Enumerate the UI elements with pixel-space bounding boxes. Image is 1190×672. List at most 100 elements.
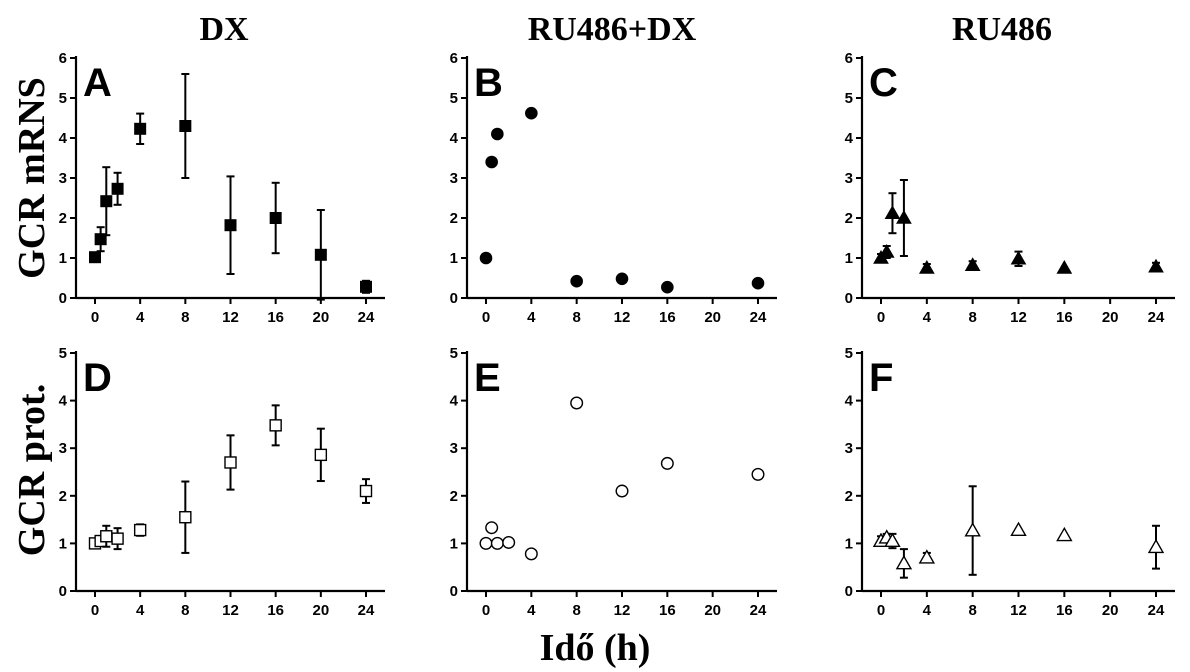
panel-e-x-tick-label: 8	[572, 602, 580, 619]
panel-f-data-point	[964, 522, 981, 537]
panel-c-data-point	[1148, 258, 1164, 273]
panel-b-y-tick-label: 0	[450, 290, 458, 307]
panel-a-x-tick-label: 12	[222, 309, 239, 326]
row-label-mrna: GCR mRNS	[11, 77, 53, 279]
panel-b-data-point	[615, 272, 629, 286]
panel-b-x-tick-label: 20	[704, 309, 721, 326]
panel-f-y-tick-label: 3	[845, 440, 853, 457]
panel-c-data-point	[964, 257, 981, 271]
panel-c-data-point	[1056, 259, 1073, 274]
panel-e-data-point	[570, 396, 584, 410]
panel-c-letter: C	[869, 61, 898, 105]
panel-c-y-tick-label: 4	[845, 130, 854, 147]
panel-d-data-point	[224, 456, 237, 469]
panel-d-x-tick-label: 24	[358, 602, 375, 619]
panel-f-y-tick-label: 2	[845, 488, 853, 505]
panel-b-x-tick-label: 24	[750, 309, 767, 326]
panel-e-x-tick-label: 24	[750, 602, 767, 619]
panel-d-x-tick-label: 20	[312, 602, 329, 619]
panel-f-letter: F	[869, 356, 893, 400]
panel-e-x-tick-label: 4	[527, 602, 536, 619]
panel-c-x-tick-label: 0	[877, 309, 885, 326]
column-title-ru486-dx: RU486+DX	[528, 11, 697, 48]
column-title-dx: DX	[199, 11, 249, 48]
x-axis-title: Idő (h)	[540, 627, 651, 669]
panel-b-y-tick-label: 3	[450, 170, 458, 187]
panel-b-y-tick-label: 2	[450, 210, 458, 227]
panel-c-data-point	[884, 205, 901, 219]
panel-a-y-tick-label: 5	[59, 90, 67, 107]
panel-e-x-tick-label: 0	[482, 602, 490, 619]
panel-f-x-tick-label: 12	[1010, 602, 1027, 619]
panel-b-data-point	[491, 127, 504, 141]
panel-a-y-tick-label: 3	[59, 170, 67, 187]
panel-b-data-point	[661, 280, 674, 294]
panel-b-data-point	[485, 155, 498, 169]
panel-e-data-point	[615, 484, 629, 498]
panel-e-data-point	[485, 521, 499, 535]
panel-e-y-tick-label: 1	[450, 535, 458, 552]
panel-e-data-point	[502, 535, 516, 549]
panel-f-x-tick-label: 20	[1102, 602, 1119, 619]
panel-b-data-point	[525, 106, 538, 120]
panel-d-y-tick-label: 4	[59, 393, 68, 410]
panel-d-data-point	[100, 530, 113, 543]
panel-d-y-tick-label: 3	[59, 440, 67, 457]
panel-a-data-point	[100, 195, 113, 208]
panel-e-data-point	[660, 456, 674, 470]
panel-a-x-tick-label: 16	[267, 309, 284, 326]
panel-d-letter: D	[83, 356, 112, 400]
panel-a-y-tick-label: 4	[59, 130, 68, 147]
panel-c-x-tick-label: 4	[923, 309, 932, 326]
panel-e-x-tick-label: 16	[659, 602, 676, 619]
panel-f-y-tick-label: 5	[845, 345, 853, 362]
panel-c-y-tick-label: 5	[845, 90, 853, 107]
panel-a-x-tick-label: 8	[181, 309, 189, 326]
panel-d-x-tick-label: 16	[267, 602, 284, 619]
panel-a-x-tick-label: 20	[312, 309, 329, 326]
panel-f-x-tick-label: 4	[923, 602, 932, 619]
panel-b-x-tick-label: 8	[572, 309, 580, 326]
panel-a-data-point	[94, 233, 107, 246]
panel-c-y-tick-label: 2	[845, 210, 853, 227]
panel-b-data-point	[751, 276, 765, 290]
panel-a-y-tick-label: 1	[59, 250, 67, 267]
panel-d-data-point	[133, 523, 147, 537]
panel-f-x-tick-label: 24	[1148, 602, 1165, 619]
panel-b-y-tick-label: 4	[450, 130, 459, 147]
panel-e-data-point	[479, 536, 493, 550]
panel-d-x-tick-label: 8	[181, 602, 189, 619]
panel-a-letter: A	[83, 61, 112, 105]
panel-a-data-point	[269, 212, 282, 224]
panel-c-data-point	[1010, 250, 1027, 265]
panel-f-x-tick-label: 8	[968, 602, 976, 619]
panel-b-x-tick-label: 16	[659, 309, 676, 326]
panel-e-letter: E	[474, 356, 501, 400]
panel-c-data-point	[878, 243, 895, 258]
panel-e-y-tick-label: 4	[450, 393, 459, 410]
panel-a-x-tick-label: 0	[91, 309, 99, 326]
panel-b-x-tick-label: 0	[482, 309, 490, 326]
panel-c-data-point	[918, 259, 935, 274]
panel-f-y-tick-label: 0	[845, 583, 853, 600]
panel-a-data-point	[111, 182, 124, 195]
panel-b-y-tick-label: 1	[450, 250, 458, 267]
panel-e-data-point	[751, 467, 765, 481]
panel-b-y-tick-label: 5	[450, 90, 458, 107]
panel-c-y-tick-label: 0	[845, 290, 853, 307]
panel-d-data-point	[314, 448, 328, 462]
panel-f-data-point	[1010, 521, 1027, 537]
panel-c-y-tick-label: 1	[845, 250, 853, 267]
row-label-protein: GCR prot.	[11, 384, 53, 556]
panel-a-data-point	[360, 280, 372, 293]
panel-b-data-point	[570, 274, 583, 288]
panel-c-x-tick-label: 16	[1056, 309, 1073, 326]
panel-c-x-tick-label: 24	[1148, 309, 1165, 326]
panel-d-y-tick-label: 2	[59, 488, 67, 505]
panel-b-letter: B	[474, 61, 503, 105]
panel-a-y-tick-label: 6	[59, 50, 67, 67]
